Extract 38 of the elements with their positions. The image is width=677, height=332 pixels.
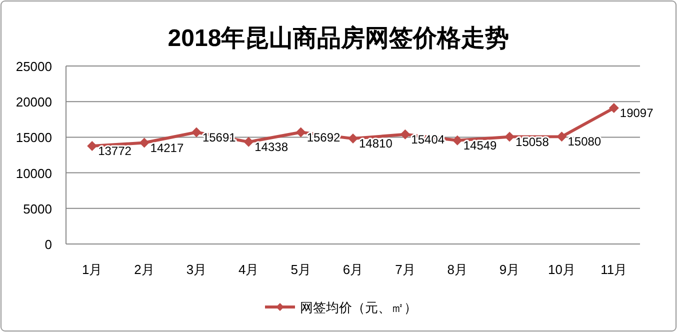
point (608, 103, 619, 114)
y-tick-label: 0 (44, 237, 52, 252)
y-tick-label: 25000 (16, 59, 52, 74)
x-tick-label: 7月 (395, 262, 416, 277)
point (556, 132, 567, 142)
data-label: 14338 (254, 140, 288, 154)
y-tick-label: 20000 (16, 94, 52, 110)
point (400, 129, 410, 140)
y-tick-label: 10000 (16, 166, 52, 181)
data-label: 13772 (98, 144, 132, 158)
point (87, 140, 98, 151)
point (504, 132, 515, 142)
x-tick-label: 5月 (290, 262, 311, 277)
data-label: 15080 (568, 134, 602, 149)
point (191, 127, 202, 138)
x-tick-label: 4月 (238, 262, 259, 277)
x-tick-label: 9月 (499, 262, 520, 277)
data-label: 15058 (516, 134, 550, 149)
point (452, 135, 462, 146)
x-tick-label: 8月 (447, 262, 468, 277)
x-tick-label: 6月 (342, 262, 364, 277)
chart-title: 2018年昆山商品房网签价格走势 (168, 25, 510, 52)
data-label: 14217 (150, 140, 184, 155)
y-tick-label: 15000 (16, 130, 52, 146)
point (348, 134, 358, 144)
legend-label: 网签均价（元、㎡） (300, 300, 417, 315)
data-label: 14810 (359, 136, 393, 151)
data-label: 19097 (620, 106, 654, 120)
point (244, 136, 254, 147)
x-tick-label: 2月 (134, 262, 154, 277)
x-tick-label: 11月 (600, 262, 628, 277)
y-tick-label: 5000 (23, 201, 52, 216)
point (139, 138, 150, 148)
data-label: 14549 (463, 138, 498, 152)
point (296, 127, 306, 138)
x-tick-label: 3月 (186, 262, 207, 277)
x-tick-label: 1月 (82, 262, 102, 277)
x-tick-label: 10月 (548, 262, 576, 277)
